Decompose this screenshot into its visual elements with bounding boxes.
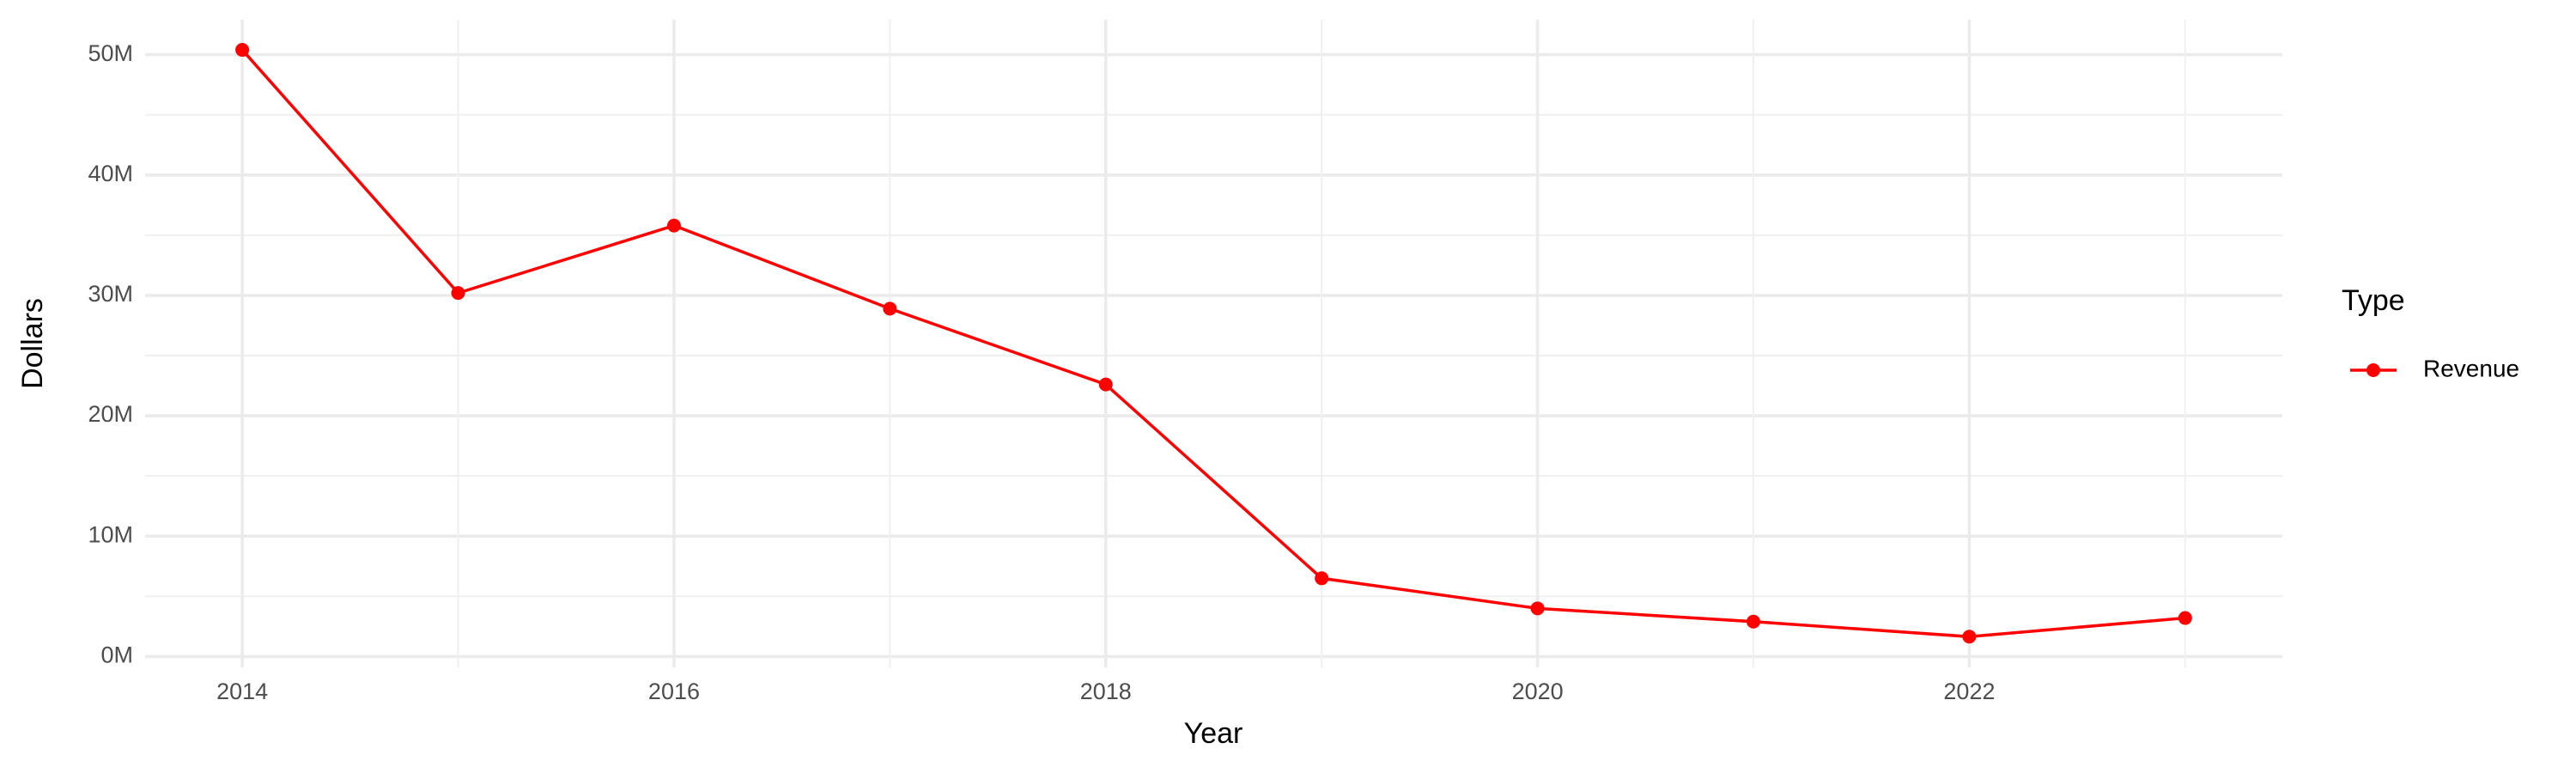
legend-point: [2366, 363, 2380, 377]
point: [1962, 630, 1977, 644]
x-axis-title: Year: [1184, 717, 1243, 750]
y-tick-label: 0M: [100, 642, 133, 668]
x-tick-label: 2020: [1512, 679, 1564, 704]
legend-title: Type: [2342, 284, 2405, 317]
line: [240, 48, 2186, 639]
y-tick-label: 20M: [88, 401, 133, 427]
y-tick-label: 10M: [88, 521, 133, 547]
point: [883, 301, 897, 316]
point: [666, 218, 681, 233]
point: [1530, 601, 1545, 616]
point: [235, 43, 250, 58]
x-tick-label: 2016: [648, 679, 700, 704]
point: [1315, 571, 1329, 586]
point: [1098, 377, 1113, 392]
legend-label: Revenue: [2423, 355, 2519, 381]
y-tick-label: 30M: [88, 281, 133, 307]
y-axis-title: Dollars: [16, 298, 49, 389]
point: [451, 286, 465, 301]
x-tick-label: 2014: [216, 679, 268, 704]
point: [2178, 611, 2192, 625]
y-tick-label: 50M: [88, 40, 133, 66]
x-tick-label: 2018: [1080, 679, 1132, 704]
x-tick-label: 2022: [1943, 679, 1995, 704]
y-tick-label: 40M: [88, 161, 133, 186]
point: [1747, 614, 1761, 629]
